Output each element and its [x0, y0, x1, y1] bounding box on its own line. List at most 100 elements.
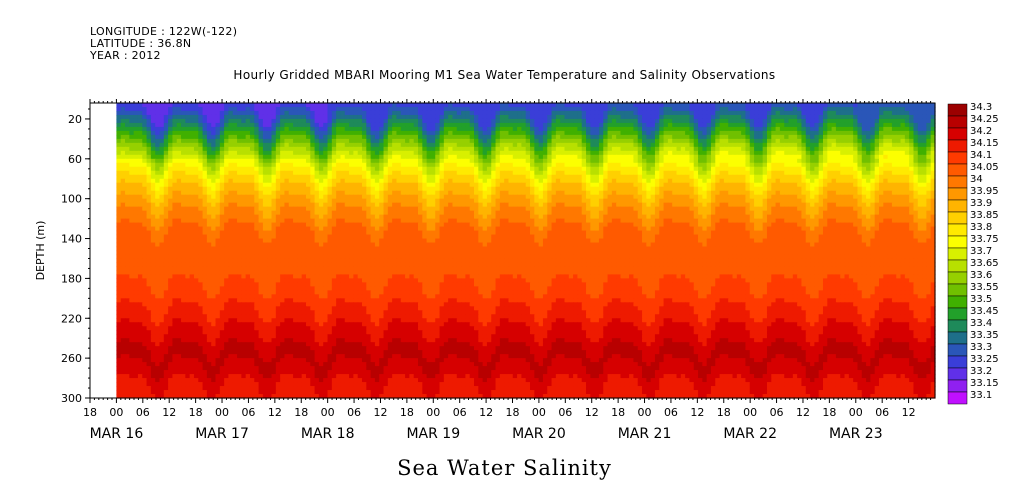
heatmap-cell: [646, 202, 652, 208]
heatmap-cell: [159, 126, 165, 132]
heatmap-cell: [758, 170, 764, 176]
heatmap-cell: [491, 182, 497, 188]
heatmap-cell: [469, 150, 475, 156]
heatmap-cell: [344, 190, 350, 196]
heatmap-cell: [215, 118, 221, 124]
heatmap-cell: [456, 118, 462, 124]
heatmap-cell: [491, 122, 497, 128]
heatmap-cell: [719, 103, 725, 108]
heatmap-cell: [400, 134, 406, 140]
heatmap-cell: [857, 162, 863, 168]
heatmap-cell: [698, 182, 703, 188]
heatmap-cell: [555, 146, 561, 152]
heatmap-cell: [693, 154, 699, 160]
heatmap-cell: [685, 122, 691, 128]
heatmap-cell: [560, 162, 566, 168]
heatmap-cell: [491, 154, 497, 160]
heatmap-cell: [728, 198, 734, 204]
heatmap-cell: [284, 190, 290, 196]
heatmap-cell: [176, 138, 182, 144]
heatmap-cell: [452, 110, 458, 116]
heatmap-cell: [224, 158, 230, 164]
heatmap-cell: [448, 190, 454, 196]
heatmap-cell: [831, 142, 837, 148]
heatmap-cell: [922, 106, 927, 112]
heatmap-cell: [405, 166, 410, 172]
heatmap-cell: [672, 146, 678, 152]
heatmap-cell: [792, 162, 798, 168]
heatmap-cell: [874, 110, 880, 116]
heatmap-cell: [361, 150, 367, 156]
heatmap-cell: [650, 198, 656, 204]
heatmap-cell: [616, 110, 622, 116]
heatmap-cell: [275, 134, 281, 140]
heatmap-cell: [577, 166, 583, 172]
heatmap-cell: [198, 194, 204, 200]
heatmap-cell: [922, 110, 927, 116]
heatmap-cell: [482, 122, 488, 128]
heatmap-cell: [219, 198, 225, 204]
heatmap-cell: [323, 138, 329, 144]
heatmap-cell: [383, 110, 389, 116]
heatmap-cell: [469, 103, 475, 108]
heatmap-cell: [642, 110, 647, 116]
heatmap-cell: [245, 103, 251, 108]
heatmap-cell: [159, 103, 165, 108]
heatmap-cell: [211, 126, 217, 132]
heatmap-cell: [129, 122, 135, 128]
heatmap-cell: [723, 114, 729, 120]
heatmap-cell: [353, 190, 359, 196]
heatmap-cell: [766, 146, 772, 152]
heatmap-cell: [637, 202, 643, 208]
heatmap-cell: [349, 150, 354, 156]
heatmap-cell: [788, 158, 794, 164]
heatmap-cell: [637, 170, 643, 176]
heatmap-cell: [676, 122, 682, 128]
heatmap-cell: [452, 202, 458, 208]
heatmap-cell: [611, 162, 617, 168]
heatmap-cell: [900, 158, 906, 164]
heatmap-cell: [275, 174, 281, 180]
heatmap-cell: [340, 110, 346, 116]
heatmap-cell: [624, 114, 630, 120]
heatmap-cell: [258, 138, 264, 144]
heatmap-cell: [814, 194, 820, 200]
heatmap-cell: [555, 182, 561, 188]
heatmap-cell: [155, 198, 161, 204]
heatmap-cell: [448, 126, 454, 132]
heatmap-cell: [822, 166, 828, 172]
heatmap-cell: [629, 146, 635, 152]
heatmap-cell: [922, 122, 927, 128]
heatmap-cell: [314, 174, 320, 180]
heatmap-cell: [232, 206, 238, 212]
heatmap-cell: [754, 174, 759, 180]
heatmap-cell: [400, 198, 406, 204]
heatmap-cell: [835, 198, 841, 204]
heatmap-cell: [930, 126, 936, 132]
heatmap-cell: [521, 198, 527, 204]
heatmap-cell: [568, 174, 574, 180]
heatmap-cell: [405, 194, 410, 200]
heatmap-cell: [267, 174, 273, 180]
heatmap-cell: [732, 130, 738, 136]
heatmap-cell: [736, 198, 742, 204]
heatmap-cell: [422, 110, 428, 116]
heatmap-cell: [271, 190, 277, 196]
heatmap-cell: [426, 134, 432, 140]
heatmap-cell: [586, 142, 591, 148]
heatmap-cell: [202, 142, 208, 148]
heatmap-cell: [642, 146, 647, 152]
heatmap-cell: [680, 142, 686, 148]
heatmap-cell: [478, 158, 484, 164]
heatmap-cell: [680, 118, 686, 124]
heatmap-cell: [732, 162, 738, 168]
heatmap-cell: [392, 106, 398, 112]
heatmap-cell: [237, 110, 242, 116]
heatmap-cell: [417, 106, 423, 112]
heatmap-cell: [766, 126, 772, 132]
heatmap-cell: [232, 166, 238, 172]
heatmap-cell: [288, 162, 294, 168]
heatmap-cell: [551, 114, 557, 120]
heatmap-cell: [331, 194, 337, 200]
heatmap-cell: [305, 134, 311, 140]
